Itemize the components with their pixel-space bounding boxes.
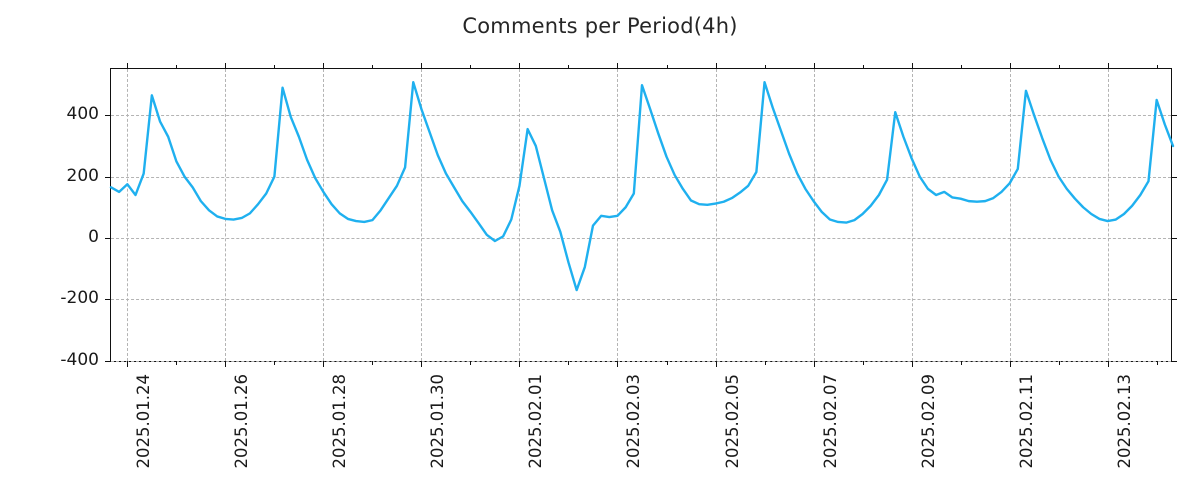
y-tick-mark: [105, 360, 111, 362]
x-tick-minor: [274, 361, 276, 365]
gridline-horizontal: [111, 237, 1171, 239]
y-axis-tick-label: 0: [88, 226, 99, 247]
x-tick-mark: [1107, 361, 1109, 367]
x-tick-minor-top: [372, 65, 374, 69]
x-tick-mark-top: [715, 63, 717, 69]
x-tick-mark-top: [225, 63, 227, 69]
x-tick-mark-top: [127, 63, 129, 69]
gridline-vertical: [421, 69, 423, 361]
x-tick-minor-top: [1058, 65, 1060, 69]
x-tick-minor: [862, 361, 864, 365]
x-tick-mark: [127, 361, 129, 367]
x-tick-mark-top: [519, 63, 521, 69]
x-tick-mark: [421, 361, 423, 367]
x-tick-minor-top: [176, 65, 178, 69]
x-axis-tick-label: 2025.02.11: [1016, 374, 1036, 469]
x-tick-minor: [470, 361, 472, 365]
x-axis-tick-label: 2025.02.09: [918, 374, 938, 469]
gridline-vertical: [127, 69, 129, 361]
gridline-horizontal: [111, 176, 1171, 178]
x-axis-tick-label: 2025.02.07: [820, 374, 840, 469]
x-tick-mark-top: [1107, 63, 1109, 69]
x-tick-minor: [568, 361, 570, 365]
x-tick-mark: [911, 361, 913, 367]
x-axis-tick-label: 2025.01.30: [428, 374, 448, 469]
x-tick-minor: [1156, 361, 1158, 365]
x-tick-minor: [764, 361, 766, 365]
gridline-vertical: [1009, 69, 1011, 361]
y-tick-mark-right: [1171, 115, 1177, 117]
x-axis-tick-label: 2025.01.28: [330, 374, 350, 469]
x-tick-minor: [1058, 361, 1060, 365]
x-tick-minor-top: [960, 65, 962, 69]
x-tick-mark-top: [421, 63, 423, 69]
x-tick-mark-top: [323, 63, 325, 69]
y-tick-mark: [105, 299, 111, 301]
x-tick-minor: [372, 361, 374, 365]
y-tick-mark: [105, 237, 111, 239]
x-tick-mark-top: [813, 63, 815, 69]
plot-area: [105, 63, 1177, 367]
chart-title: Comments per Period(4h): [462, 14, 738, 38]
x-tick-minor-top: [666, 65, 668, 69]
x-axis-tick-label: 2025.02.05: [722, 374, 742, 469]
x-tick-minor: [176, 361, 178, 365]
gridline-horizontal: [111, 360, 1171, 362]
x-tick-mark-top: [1009, 63, 1011, 69]
x-tick-mark: [617, 361, 619, 367]
x-tick-mark: [715, 361, 717, 367]
gridline-vertical: [225, 69, 227, 361]
gridline-horizontal: [111, 115, 1171, 117]
y-tick-mark: [105, 115, 111, 117]
x-tick-mark: [225, 361, 227, 367]
gridline-vertical: [715, 69, 717, 361]
x-tick-minor-top: [470, 65, 472, 69]
gridline-horizontal: [111, 299, 1171, 301]
x-tick-mark: [519, 361, 521, 367]
data-series-line: [109, 80, 1175, 292]
gridline-vertical: [911, 69, 913, 361]
x-axis-tick-label: 2025.02.01: [526, 374, 546, 469]
gridline-vertical: [519, 69, 521, 361]
x-tick-mark: [323, 361, 325, 367]
x-axis-tick-label: 2025.01.26: [232, 374, 252, 469]
y-tick-mark-right: [1171, 237, 1177, 239]
y-tick-mark-right: [1171, 299, 1177, 301]
x-tick-minor-top: [274, 65, 276, 69]
x-axis-tick-label: 2025.02.13: [1114, 374, 1134, 469]
x-tick-mark-top: [911, 63, 913, 69]
y-tick-mark-right: [1171, 176, 1177, 178]
gridline-vertical: [323, 69, 325, 361]
y-tick-mark-right: [1171, 360, 1177, 362]
gridline-vertical: [1107, 69, 1109, 361]
y-axis-tick-label: 200: [66, 165, 99, 186]
x-axis-tick-label: 2025.02.03: [624, 374, 644, 469]
x-tick-mark: [1009, 361, 1011, 367]
gridline-vertical: [813, 69, 815, 361]
y-axis-tick-label: 400: [66, 104, 99, 125]
x-tick-minor: [666, 361, 668, 365]
y-axis-tick-label: -200: [60, 288, 99, 309]
x-tick-minor-top: [1156, 65, 1158, 69]
x-axis-tick-label: 2025.01.24: [134, 374, 154, 469]
x-tick-minor-top: [862, 65, 864, 69]
x-tick-mark-top: [617, 63, 619, 69]
y-axis-tick-label: -400: [60, 349, 99, 370]
x-tick-minor-top: [568, 65, 570, 69]
y-tick-mark: [105, 176, 111, 178]
x-tick-minor: [960, 361, 962, 365]
x-tick-minor-top: [764, 65, 766, 69]
x-tick-mark: [813, 361, 815, 367]
